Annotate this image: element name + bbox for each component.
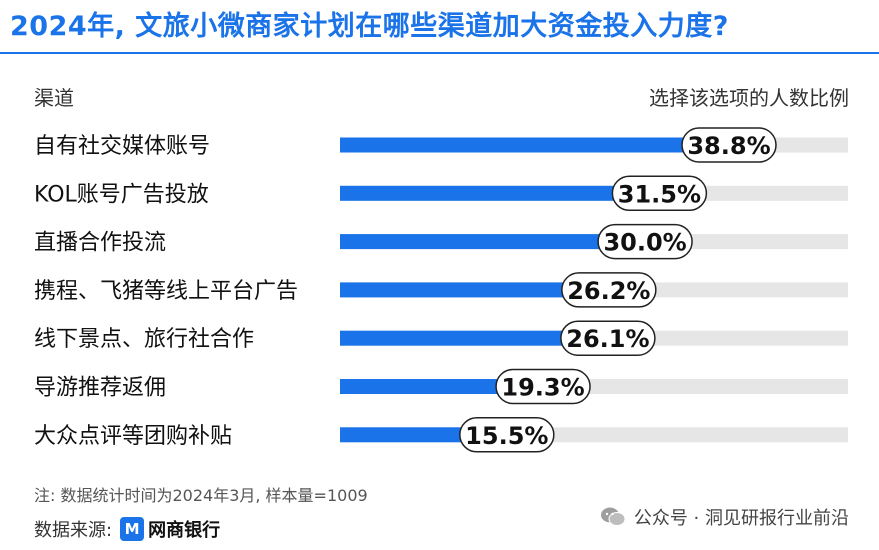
bar <box>340 427 488 443</box>
value-pill <box>560 320 656 356</box>
bar <box>340 185 641 201</box>
value-label: 26.2% <box>567 277 650 305</box>
title-divider <box>0 52 879 54</box>
value-label: 15.5% <box>465 422 548 450</box>
source-logo: M 网商银行 <box>120 516 220 542</box>
value-label: 26.1% <box>566 325 649 353</box>
category-label: 携程、飞猪等线上平台广告 <box>34 279 298 304</box>
wechat-icon <box>600 506 626 528</box>
bar-chart: 自有社交媒体账号 38.8% KOL账号广告投放 31.5% 直播合作投流 30.0% 携程… <box>34 127 848 453</box>
bar <box>340 379 525 394</box>
category-label: 自有社交媒体账号 <box>34 134 210 159</box>
mybank-logo-icon: M <box>120 517 145 541</box>
wechat-attribution: 公众号 · 洞见研报行业前沿 <box>600 504 849 530</box>
source-logo-text: 网商银行 <box>148 520 221 541</box>
category-column-header: 渠道 <box>34 86 74 110</box>
bar <box>340 330 589 346</box>
value-label: 31.5% <box>618 180 701 208</box>
value-column-header: 选择该选项的人数比例 <box>649 86 849 110</box>
data-source: 数据来源: M 网商银行 <box>34 516 220 542</box>
bar <box>340 234 627 250</box>
bar <box>340 137 710 153</box>
value-pill <box>681 127 777 163</box>
category-label: 线下景点、旅行社合作 <box>34 327 254 352</box>
data-note: 注: 数据统计时间为2024年3月, 样本量=1009 <box>34 486 368 505</box>
value-label: 30.0% <box>603 229 686 257</box>
value-pill <box>495 368 591 405</box>
bar <box>340 282 590 298</box>
category-label: 导游推荐返佣 <box>34 376 166 401</box>
value-pill <box>459 417 555 453</box>
wechat-account-text: 公众号 · 洞见研报行业前沿 <box>633 508 849 529</box>
chart-title: 2024年, 文旅小微商家计划在哪些渠道加大资金投入力度? <box>10 11 729 42</box>
value-pill <box>561 272 657 308</box>
category-label: 大众点评等团购补贴 <box>34 424 232 449</box>
value-pill <box>611 175 708 212</box>
value-pill <box>597 223 693 260</box>
value-label: 38.8% <box>687 132 770 160</box>
source-label: 数据来源: <box>34 520 113 541</box>
category-label: KOL账号广告投放 <box>34 182 209 207</box>
category-label: 直播合作投流 <box>34 231 166 256</box>
value-label: 19.3% <box>501 374 584 402</box>
